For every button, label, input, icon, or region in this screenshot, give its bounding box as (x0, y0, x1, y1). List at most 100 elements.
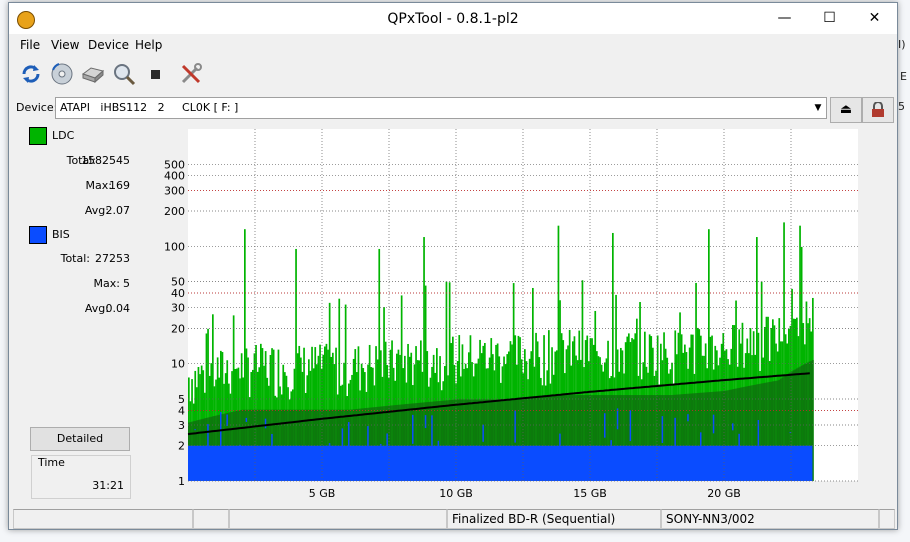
ldc-bar-base (522, 398, 525, 481)
ldc-bar-base (639, 395, 641, 481)
ldc-bar-base (672, 394, 675, 481)
ldc-bar-base (335, 409, 337, 481)
y-tick-label: 30 (171, 302, 185, 315)
title-bar: QPxTool - 0.8.1-pl2 — ☐ ✕ (9, 3, 897, 34)
menu-view[interactable]: View (51, 38, 80, 52)
ldc-bar (800, 246, 803, 481)
ldc-bar-base (383, 406, 385, 481)
ldc-bar-base (452, 399, 454, 481)
bis-bar (431, 415, 433, 451)
ldc-bar-base (797, 367, 800, 481)
speed-curve (187, 372, 810, 436)
ldc-bar-base (520, 398, 523, 481)
ldc-bar-base (372, 407, 374, 481)
ldc-bar-base (634, 395, 637, 481)
ldc-bar-base (536, 397, 539, 481)
ldc-bar-base (554, 395, 557, 481)
ldc-bar (512, 283, 515, 481)
ldc-bar-base (762, 383, 765, 481)
ldc-bar-base (668, 395, 670, 481)
ldc-bar-base (789, 372, 792, 481)
ldc-bar-base (365, 407, 368, 481)
ldc-bar-base (562, 395, 565, 481)
chart-area: 1234510203040501002003004005002468101214… (132, 124, 878, 500)
ldc-bar-base (708, 392, 710, 481)
menu-device[interactable]: Device (88, 38, 130, 52)
eject-button[interactable]: ⏏ (830, 97, 862, 123)
detailed-button[interactable]: Detailed (30, 427, 130, 451)
ldc-bar-base (351, 409, 353, 481)
ldc-bar-base (282, 409, 285, 481)
status-cell (13, 509, 193, 529)
ldc-bar (344, 304, 347, 481)
ldc-bar (445, 281, 448, 481)
ldc-bar (328, 302, 331, 481)
close-button[interactable]: ✕ (868, 10, 881, 26)
ldc-bar-base (525, 398, 528, 481)
y-tick-label: 50 (171, 276, 185, 289)
magnifier-icon[interactable] (112, 62, 136, 86)
ldc-bar-base (732, 389, 734, 481)
bis-bar (610, 440, 612, 462)
y-tick-label: 40 (171, 287, 185, 300)
x-tick-label: 20 GB (707, 487, 741, 500)
ldc-bar (581, 280, 584, 481)
ldc-bar (295, 248, 297, 481)
ldc-bar-base (242, 409, 245, 481)
ldc-bar-base (570, 395, 573, 481)
ldc-bar-base (504, 399, 507, 481)
menu-help[interactable]: Help (135, 38, 163, 52)
chevron-down-icon[interactable]: ▼ (814, 103, 822, 113)
ldc-bar-base (656, 395, 659, 481)
ldc-bar (338, 298, 341, 481)
ldc-bar-base (506, 399, 509, 481)
y-tick-label: 10 (171, 358, 185, 371)
bis-bar (424, 415, 427, 428)
ldc-bar-base (767, 382, 769, 481)
ldc-bar-base (509, 399, 512, 481)
ldc-bar-base (469, 399, 472, 481)
maximize-button[interactable]: ☐ (823, 10, 836, 26)
minimize-button[interactable]: — (777, 10, 792, 26)
disc-scan-icon[interactable] (50, 62, 74, 86)
y-tick-label: 500 (164, 158, 185, 171)
ldc-bar-base (688, 393, 691, 481)
ldc-bar-base (687, 393, 689, 481)
device-select[interactable]: ATAPI iHBS112 2 CL0K [ F: ] ▼ (55, 97, 827, 119)
bis-bar (226, 414, 228, 427)
bis-bar (437, 440, 440, 472)
ldc-bar-base (576, 395, 579, 481)
ldc-bar-base (272, 409, 275, 481)
ldc-bar-base (756, 384, 758, 481)
ldc-bar-base (653, 395, 656, 481)
stop-icon[interactable] (143, 62, 167, 86)
ldc-bar-base (444, 400, 446, 481)
ldc-bar-base (296, 409, 299, 481)
ldc-bar-base (359, 408, 361, 481)
ldc-bar-base (648, 395, 651, 481)
menu-file[interactable]: File (20, 38, 41, 52)
refresh-icon[interactable] (19, 62, 43, 86)
ldc-bar-base (455, 399, 457, 481)
lock-button[interactable] (862, 97, 894, 123)
menu-bar: File View Device Help (9, 36, 897, 56)
ldc-bar-base (368, 407, 371, 481)
ldc-bar-base (740, 387, 742, 481)
bis-max-label: Max: (93, 277, 120, 290)
ldc-bar-base (660, 395, 662, 481)
ldc-bar-base (663, 395, 665, 481)
ldc-bar-base (602, 395, 605, 481)
ldc-bar-base (735, 388, 737, 481)
drive-icon[interactable] (81, 62, 105, 86)
settings-tools-icon[interactable] (179, 62, 203, 86)
ldc-bar-base (749, 385, 752, 481)
ldc-bar-base (268, 409, 270, 481)
ldc-bar-base (392, 405, 395, 481)
ldc-bar-base (712, 391, 715, 481)
background-text: E (900, 70, 907, 83)
ldc-bar-base (530, 397, 533, 481)
ldc-bar-base (477, 399, 480, 481)
ldc-bar-base (620, 395, 622, 481)
ldc-bar-base (324, 409, 326, 481)
ldc-bar-base (493, 399, 496, 481)
